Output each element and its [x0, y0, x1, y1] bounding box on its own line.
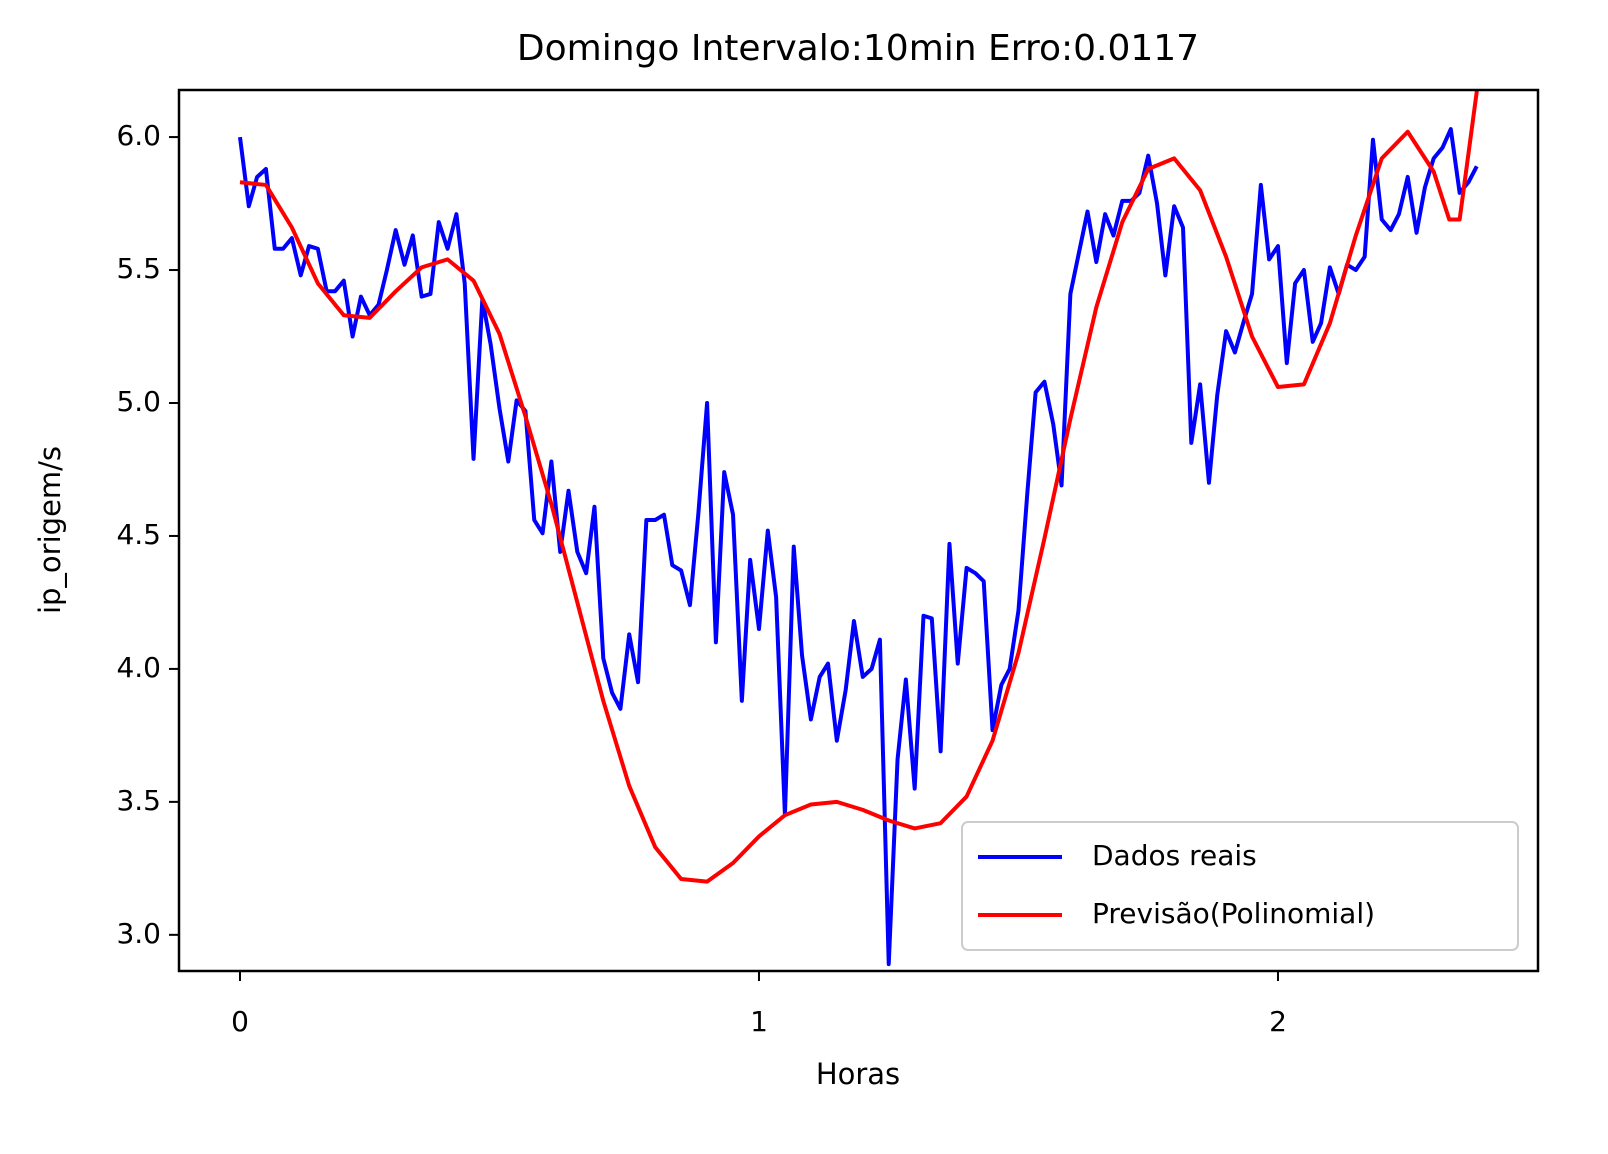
chart-title: Domingo Intervalo:10min Erro:0.0117	[517, 28, 1199, 69]
data-line	[237, 127, 1479, 967]
y-tick-label: 5.5	[116, 252, 161, 285]
y-tick-label: 5.0	[116, 385, 161, 418]
y-tick-label: 4.5	[116, 518, 161, 551]
x-tick-label: 0	[231, 1005, 249, 1038]
x-tick-label: 1	[750, 1005, 768, 1038]
plot-area	[237, 90, 1479, 967]
x-axis-label: Horas	[816, 1057, 900, 1091]
axes-frame	[177, 88, 1540, 973]
legend-label: Dados reais	[1092, 839, 1257, 872]
data-line	[239, 90, 1479, 884]
legend-label: Previsão(Polinomial)	[1092, 897, 1375, 930]
y-tick-label: 4.0	[116, 651, 161, 684]
y-tick-label: 3.5	[116, 784, 161, 817]
y-tick-label: 6.0	[116, 119, 161, 152]
y-axis-label: ip_origem/s	[33, 446, 67, 614]
y-tick-label: 3.0	[116, 917, 161, 950]
x-tick-label: 2	[1269, 1005, 1287, 1038]
legend-box	[961, 821, 1519, 951]
